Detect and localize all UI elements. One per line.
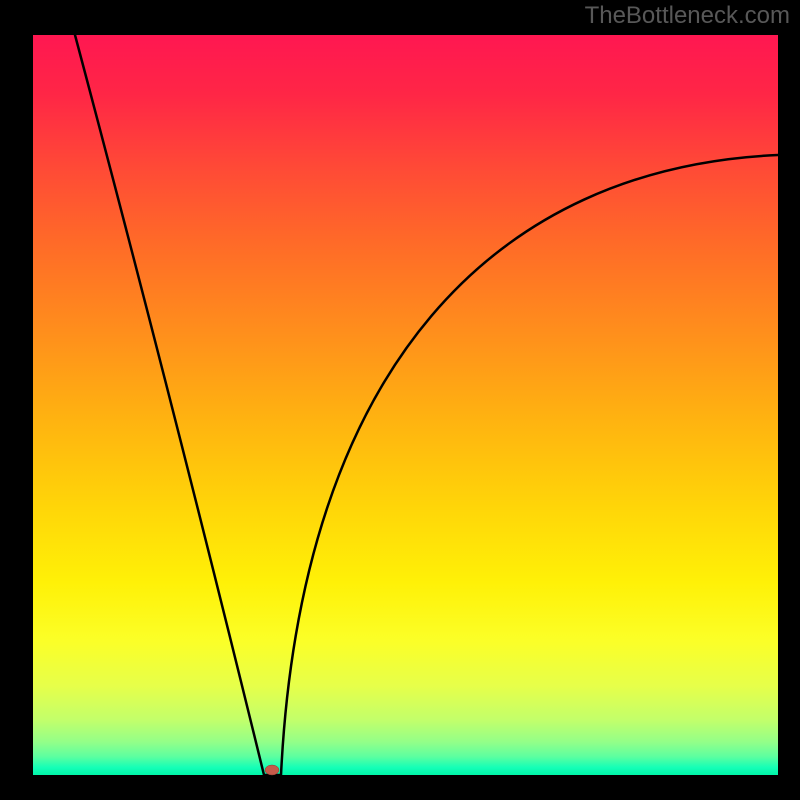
chart-frame: TheBottleneck.com	[0, 0, 800, 800]
source-watermark: TheBottleneck.com	[585, 2, 790, 30]
bottleneck-v-curve	[75, 35, 778, 775]
optimal-point-marker	[265, 765, 279, 775]
bottleneck-curve	[0, 0, 800, 800]
